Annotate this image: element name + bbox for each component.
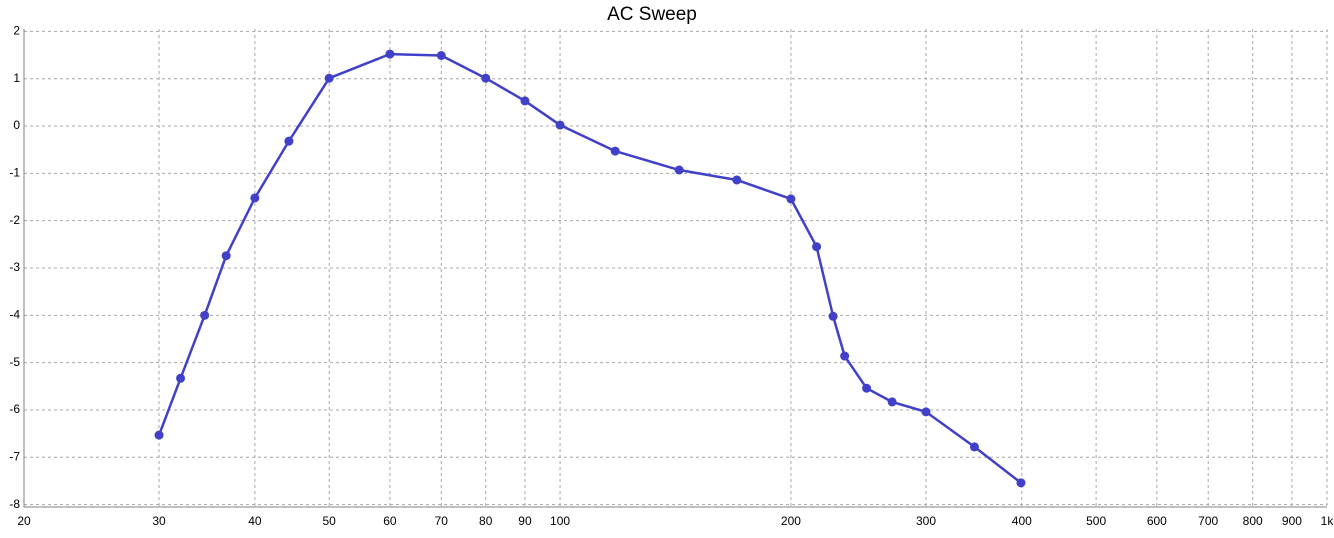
marker: [200, 310, 210, 320]
marker: [520, 96, 530, 106]
x-tick-label: 200: [781, 514, 801, 528]
marker: [732, 175, 742, 185]
marker: [828, 311, 838, 321]
marker: [154, 430, 164, 440]
x-tick-label: 60: [383, 514, 397, 528]
x-tick-label: 80: [479, 514, 493, 528]
x-tick-label: 500: [1086, 514, 1106, 528]
marker: [324, 73, 334, 83]
y-tick-label: -5: [9, 355, 20, 369]
x-tick-label: 30: [152, 514, 166, 528]
y-tick-label: -1: [9, 166, 20, 180]
marker: [250, 193, 260, 203]
y-tick-label: 2: [13, 24, 20, 38]
x-tick-label: 20: [17, 514, 31, 528]
y-tick-label: 1: [13, 71, 20, 85]
marker: [1016, 478, 1026, 488]
x-tick-label: 100: [550, 514, 570, 528]
marker: [481, 73, 491, 83]
y-tick-label: -8: [9, 497, 20, 511]
x-tick-label: 50: [323, 514, 337, 528]
marker: [674, 165, 684, 175]
line: [157, 52, 1022, 484]
marker: [221, 251, 231, 261]
x-tick-label: 300: [916, 514, 936, 528]
x-tick-label: 900: [1282, 514, 1302, 528]
x-tick-label: 600: [1147, 514, 1167, 528]
marker: [176, 373, 186, 383]
marker: [284, 136, 294, 146]
y-tick-label: -4: [9, 307, 20, 321]
marker: [610, 146, 620, 156]
x-tick-label: 700: [1198, 514, 1218, 528]
marker: [812, 242, 822, 252]
chart-title: AC Sweep: [607, 4, 697, 25]
marker: [436, 51, 446, 61]
y-tick-label: -6: [9, 402, 20, 416]
y-tick-label: -2: [9, 213, 20, 227]
marker: [887, 397, 897, 407]
y-tick-label: -7: [9, 449, 20, 463]
marker: [862, 383, 872, 393]
marker: [969, 442, 979, 452]
marker: [921, 407, 931, 417]
y-tick-label: 0: [13, 118, 20, 132]
x-tick-label: 40: [248, 514, 262, 528]
y-tick-label: -3: [9, 260, 20, 274]
x-tick-label: 90: [518, 514, 532, 528]
x-tick-label: 1k: [1321, 514, 1334, 528]
marker: [555, 120, 565, 130]
x-tick-label: 70: [435, 514, 449, 528]
x-tick-label: 400: [1012, 514, 1032, 528]
marker: [385, 49, 395, 59]
series: [154, 49, 1026, 488]
x-tick-label: 800: [1243, 514, 1263, 528]
marker: [840, 351, 850, 361]
marker: [786, 194, 796, 204]
